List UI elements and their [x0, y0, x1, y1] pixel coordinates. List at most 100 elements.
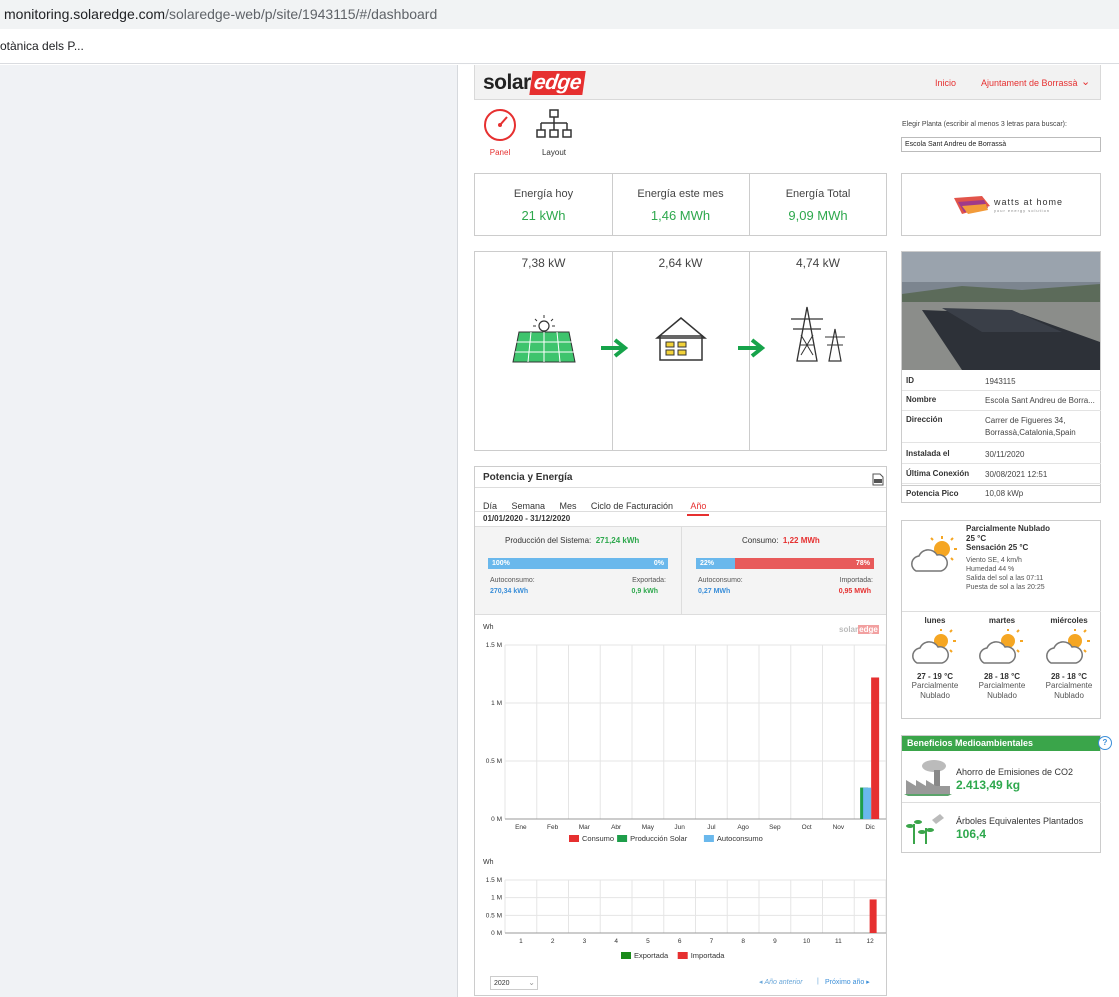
nav-account-link[interactable]: Ajuntament de Borrassà — [981, 78, 1078, 88]
layout-label: Layout — [541, 148, 567, 157]
self-value: 270,34 kWh — [490, 588, 529, 595]
chevron-down-icon[interactable]: ⌄ — [1081, 76, 1091, 88]
site-photo[interactable] — [902, 252, 1100, 370]
weather-sunset: Puesta de sol a las 20:25 — [966, 584, 1045, 591]
tab-ano[interactable]: Año — [687, 501, 710, 516]
legend-label: Exportada — [634, 951, 669, 960]
consumption-bar: 22% 78% — [696, 558, 874, 569]
x-tick-label: Ene — [515, 824, 527, 831]
app-header: solaredge Inicio Ajuntament de Borrassà … — [474, 65, 1101, 100]
weather-feels: Sensación 25 °C — [966, 543, 1029, 552]
energy-month: Energía este mes 1,46 MWh — [612, 188, 749, 223]
next-year-link[interactable]: Próximo año ▸ — [825, 979, 870, 986]
legend-swatch — [703, 835, 714, 842]
production-bar-self: 100% — [488, 558, 668, 569]
consumption-bar-import: 78% — [855, 560, 870, 567]
site-info-last-row — [901, 486, 1101, 503]
installer-logo-name: watts at home — [994, 197, 1064, 207]
year-select[interactable]: 2020 ⌄ — [490, 976, 538, 990]
help-icon[interactable]: ? — [1098, 736, 1112, 750]
trees-value: 106,4 — [956, 827, 987, 841]
chevron-left-icon: ◂ — [759, 979, 763, 986]
x-tick-label: May — [642, 824, 655, 831]
x-tick-label: Mar — [579, 824, 591, 831]
legend-label: Producción Solar — [630, 834, 688, 843]
x-tick-label: 12 — [867, 938, 875, 945]
y-tick-label: 0 M — [491, 930, 502, 937]
weather-humidity: Humedad 44 % — [966, 566, 1015, 573]
chart-watermark: solaredge — [839, 625, 879, 634]
x-tick-label: Ago — [737, 824, 749, 831]
panel-label: Panel — [489, 148, 511, 157]
y-tick-label: 1.5 M — [486, 642, 502, 649]
prev-year-link[interactable]: ◂ Año anterior — [759, 979, 803, 986]
export-csv-icon[interactable] — [872, 473, 884, 486]
layout-button[interactable]: Layout — [534, 108, 574, 157]
energy-month-value: 1,46 MWh — [650, 208, 711, 223]
tab-ciclo[interactable]: Ciclo de Facturación — [590, 501, 673, 511]
x-tick-label: 7 — [710, 938, 714, 945]
site-info-card: ID 1943115 Nombre Escola Sant Andreu de Bo… — [901, 251, 1101, 486]
x-tick-label: 5 — [646, 938, 650, 945]
self2-label: Autoconsumo: — [698, 577, 743, 584]
energy-today-value: 21 kWh — [521, 208, 566, 223]
legend-label: Autoconsumo — [717, 834, 763, 843]
address-bar[interactable]: monitoring.solaredge.com/solaredge-web/p… — [0, 0, 1119, 29]
weather-sunrise: Salida del sol a las 07:11 — [966, 575, 1044, 582]
nav-home-link[interactable]: Inicio — [935, 78, 957, 88]
y-tick-label: 0 M — [491, 816, 502, 823]
power-flow: 7,38 kW 2,64 kW 4,74 kW — [474, 251, 887, 451]
production-bar: 100% 0% — [488, 558, 668, 569]
info-key: Potencia Pico — [906, 489, 959, 498]
bookmark-item[interactable]: otànica dels P... — [0, 39, 84, 53]
x-tick-label: 10 — [803, 938, 811, 945]
y-tick-label: 1 M — [491, 895, 502, 902]
y-tick-label: 1 M — [491, 700, 502, 707]
self-label: Autoconsumo: — [490, 577, 535, 584]
house-icon — [655, 317, 707, 361]
energy-summary: Energía hoy 21 kWh Energía este mes 1,46… — [474, 173, 887, 236]
chart1-ylabel: Wh — [483, 624, 494, 631]
energy-today: Energía hoy 21 kWh — [475, 188, 612, 223]
legend-label: Importada — [691, 951, 726, 960]
summary-box: Producción del Sistema: 271,24 kWh Consu… — [475, 526, 886, 615]
partly-cloudy-icon — [1046, 629, 1090, 664]
factory-icon — [904, 760, 952, 796]
panel-button[interactable]: Panel — [482, 108, 518, 157]
grid-power: 4,74 kW — [795, 256, 840, 270]
legend-swatch — [677, 952, 688, 959]
bar-autoconsumo — [863, 787, 872, 819]
plant-icon — [906, 814, 944, 844]
benefits-title: Beneficios Medioambientales — [902, 736, 1100, 751]
tab-semana[interactable]: Semana — [511, 501, 545, 511]
site-picker-label: Elegir Planta (escribir al menos 3 letra… — [902, 121, 1067, 128]
tab-dia[interactable]: Día — [483, 501, 498, 511]
x-tick-label: Jun — [674, 824, 685, 831]
power-tower-icon — [791, 306, 845, 362]
sitemap-icon — [536, 109, 572, 138]
energy-total-value: 9,09 MWh — [788, 208, 848, 223]
solaredge-logo[interactable]: solaredge — [483, 71, 586, 95]
chevron-right-icon: ▸ — [866, 979, 870, 986]
legend-swatch — [621, 952, 631, 959]
x-tick-label: 3 — [583, 938, 587, 945]
bar-importada — [869, 899, 877, 933]
y-tick-label: 0.5 M — [486, 912, 502, 919]
energy-bar-chart: 1.5 M 1 M 0.5 M 0 M Ene Feb Mar Abr May Jun Jul Ago… — [486, 642, 886, 843]
partly-cloudy-icon — [912, 629, 956, 664]
site-search-input[interactable]: Escola Sant Andreu de Borrassà — [901, 137, 1101, 152]
pv-power: 7,38 kW — [521, 256, 566, 270]
legend-swatch — [569, 835, 579, 842]
x-tick-label: 11 — [835, 938, 842, 945]
export-value: 0,9 kWh — [631, 588, 658, 595]
partly-cloudy-icon — [979, 629, 1023, 664]
chevron-down-icon: ⌄ — [528, 978, 535, 987]
grid-bar-chart: 1.5 M1 M0.5 M0 M1 2 3 4 5 6 7 8 9 10 11 12Exportada… — [486, 877, 886, 960]
x-tick-label: Sep — [769, 824, 781, 831]
tab-mes[interactable]: Mes — [559, 501, 577, 511]
period-tabs: Día Semana Mes Ciclo de Facturación Año — [483, 496, 719, 516]
co2-label: Ahorro de Emisiones de CO2 — [956, 767, 1074, 777]
weather-desc: Parcialmente Nublado — [966, 524, 1051, 533]
trees-label: Árboles Equivalentes Plantados — [956, 816, 1084, 826]
self2-value: 0,27 MWh — [698, 588, 731, 595]
